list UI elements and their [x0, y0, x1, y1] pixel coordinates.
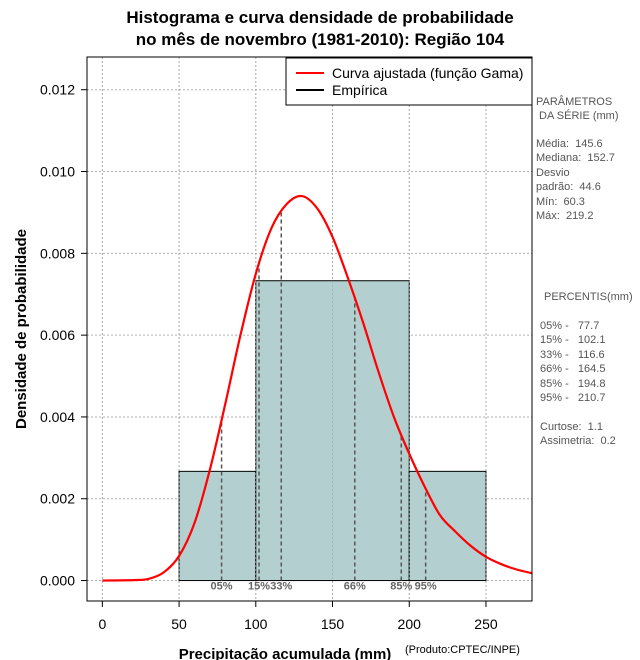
percentil-15: 15% - 102.1	[540, 334, 606, 347]
percentile-label-15: 15%	[248, 581, 270, 593]
skewness: Assimetria: 0.2	[540, 435, 616, 448]
percentile-label-33: 33%	[270, 581, 292, 593]
credit-label: (Produto:CPTEC/INPE)	[405, 644, 520, 656]
percentil-66: 66% - 164.5	[540, 363, 606, 376]
y-tick-label: 0.012	[40, 82, 75, 98]
percentis-heading: PERCENTIS(mm)	[544, 291, 633, 303]
legend-box	[285, 57, 533, 106]
kurtosis: Curtose: 1.1	[540, 421, 603, 433]
params-list: Média: 145.6 Mediana: 152.7 Desvio padrã…	[536, 137, 615, 223]
shape-stats: Curtose: 1.1 Assimetria: 0.2	[540, 420, 616, 449]
param-median: Mediana: 152.7	[536, 152, 615, 165]
y-tick-label: 0.006	[40, 327, 75, 343]
param-mean: Média: 145.6	[536, 138, 603, 150]
chart-title-line-1: Histograma e curva densidade de probabil…	[126, 8, 514, 27]
percentil-33: 33% - 116.6	[540, 348, 605, 361]
percentile-label-05: 05%	[211, 581, 233, 593]
percentile-label-95: 95%	[415, 581, 437, 593]
histogram-bar-1	[178, 470, 257, 582]
legend-label-empirical: Empírica	[332, 82, 387, 98]
x-tick-label: 100	[244, 616, 268, 632]
percentile-label-85: 85%	[390, 581, 412, 593]
param-sd-label: Desvio	[536, 166, 570, 179]
params-heading: PARÂMETROS DA SÉRIE (mm)	[536, 96, 619, 123]
plot-frame	[86, 56, 533, 602]
legend-label-gamma: Curva ajustada (função Gama)	[332, 65, 523, 81]
histogram-bar-3	[408, 470, 487, 582]
x-tick-label: 0	[98, 616, 106, 632]
percentil-05: 05% - 77.7	[540, 320, 600, 332]
y-tick-label: 0.008	[40, 245, 75, 261]
chart-title-line-2: no mês de novembro (1981-2010): Região 1…	[135, 30, 505, 49]
x-tick-label: 250	[474, 616, 498, 632]
y-tick-label: 0.000	[40, 573, 75, 589]
percentile-label-66: 66%	[344, 581, 366, 593]
x-tick-label: 200	[398, 616, 422, 632]
x-tick-label: 50	[171, 616, 187, 632]
percentil-95: 95% - 210.7	[540, 392, 606, 405]
y-tick-label: 0.010	[40, 164, 75, 180]
y-tick-label: 0.002	[40, 491, 75, 507]
y-axis-label: Densidade de probabilidade	[13, 229, 30, 429]
y-tick-label: 0.004	[40, 409, 75, 425]
percentis-list: 05% - 77.7 15% - 102.1 33% - 116.6 66% -…	[540, 319, 605, 405]
x-axis-label: Precipitação acumulada (mm)	[179, 646, 392, 660]
param-sd: padrão: 44.6	[536, 181, 601, 194]
param-min: Mín: 60.3	[536, 195, 585, 208]
gamma-fit-curve	[102, 194, 532, 582]
x-tick-label: 150	[321, 616, 345, 632]
param-max: Máx: 219.2	[536, 210, 594, 223]
percentil-85: 85% - 194.8	[540, 377, 606, 390]
